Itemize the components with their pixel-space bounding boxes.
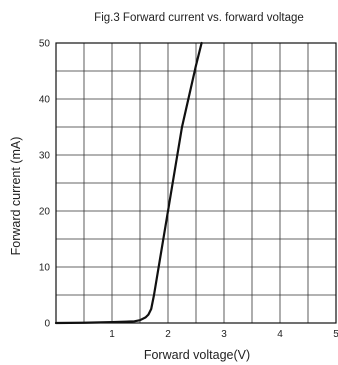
series-line (54, 41, 203, 325)
chart-title: Fig.3 Forward current vs. forward voltag… (94, 12, 304, 24)
y-tick-label: 40 (39, 95, 51, 106)
x-tick-label: 3 (221, 329, 227, 340)
y-axis-ticks: 0 10 20 30 40 50 (39, 39, 51, 330)
x-tick-label: 2 (165, 329, 171, 340)
plot-frame (55, 42, 337, 324)
y-tick-label: 30 (39, 151, 51, 162)
grid (56, 43, 336, 323)
plot-border (55, 42, 337, 324)
x-axis-label: Forward voltage(V) (144, 348, 250, 362)
y-tick-label: 10 (39, 263, 51, 274)
x-tick-label: 1 (109, 329, 115, 340)
y-tick-label: 20 (39, 207, 51, 218)
x-tick-label: 5 (333, 329, 338, 340)
x-tick-label: 4 (277, 329, 283, 340)
y-tick-label: 0 (44, 319, 50, 330)
x-axis-ticks: 1 2 3 4 5 (109, 329, 338, 340)
y-tick-label: 50 (39, 39, 51, 50)
y-axis-label: Forward current (mA) (9, 137, 23, 256)
